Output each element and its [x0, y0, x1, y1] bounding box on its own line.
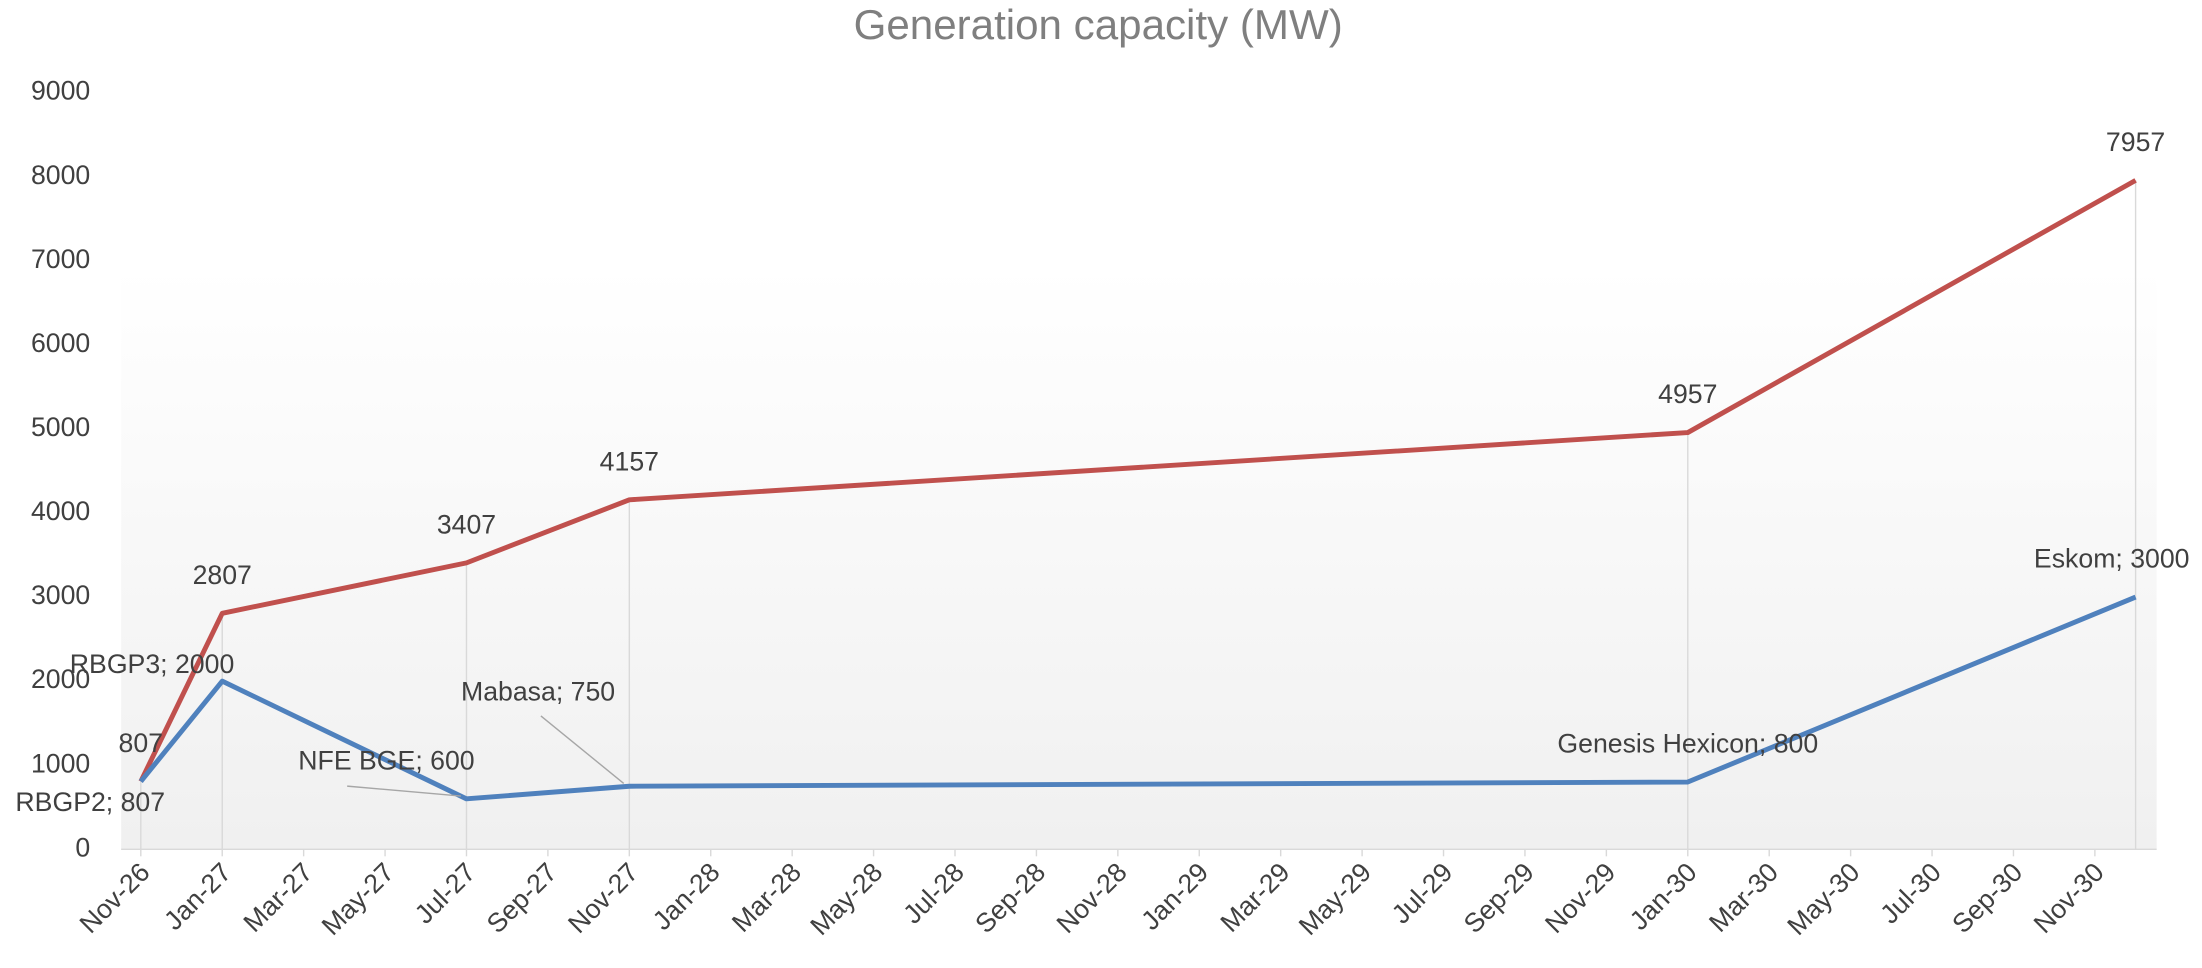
- x-tick-label: Jan-28: [647, 857, 726, 936]
- data-label: 4957: [1658, 379, 1717, 409]
- leader-line: [540, 715, 625, 784]
- data-label: RBGP3; 2000: [70, 649, 234, 679]
- data-label: 3407: [437, 509, 496, 539]
- x-tick-label: Sep-30: [1946, 857, 2028, 939]
- chart-title: Generation capacity (MW): [854, 1, 1343, 48]
- x-tick-label: Nov-27: [562, 857, 644, 939]
- y-tick-label: 7000: [31, 244, 90, 274]
- x-tick-label: Nov-30: [2028, 857, 2110, 939]
- x-tick-label: Jan-27: [158, 857, 237, 936]
- x-tick-label: May-27: [316, 857, 400, 941]
- x-tick-label: Sep-28: [969, 857, 1051, 939]
- x-tick-label: Mar-27: [238, 857, 319, 938]
- series-line: [138, 594, 2137, 802]
- data-label: Eskom; 3000: [2034, 544, 2190, 574]
- leader-line: [347, 785, 461, 797]
- x-tick-label: Jul-28: [897, 857, 970, 930]
- x-tick-label: Jan-30: [1624, 857, 1703, 936]
- data-label: RBGP2; 807: [15, 787, 165, 817]
- x-tick-label: May-30: [1781, 857, 1865, 941]
- data-label: Genesis Hexicon; 800: [1557, 729, 1818, 759]
- y-tick-label: 9000: [31, 76, 90, 106]
- y-tick-label: 5000: [31, 412, 90, 442]
- y-tick-label: 6000: [31, 328, 90, 358]
- x-tick-label: Mar-30: [1703, 857, 1784, 938]
- y-tick-label: 2000: [31, 664, 90, 694]
- y-tick-label: 3000: [31, 580, 90, 610]
- x-tick-label: Nov-29: [1539, 857, 1621, 939]
- x-tick-label: Jul-27: [409, 857, 482, 930]
- x-tick-label: Jul-29: [1386, 857, 1459, 930]
- x-tick-label: Nov-28: [1051, 857, 1133, 939]
- x-tick-label: May-29: [1293, 857, 1377, 941]
- data-label: NFE BGE; 600: [298, 745, 474, 775]
- y-tick-label: 4000: [31, 496, 90, 526]
- data-label: 807: [119, 728, 163, 758]
- x-tick-label: Jan-29: [1135, 857, 1214, 936]
- x-tick-label: Sep-29: [1458, 857, 1540, 939]
- y-tick-label: 0: [75, 832, 90, 862]
- y-tick-label: 8000: [31, 160, 90, 190]
- x-tick-label: Sep-27: [481, 857, 563, 939]
- x-tick-label: Mar-28: [726, 857, 807, 938]
- data-label: 2807: [193, 560, 252, 590]
- data-label: Mabasa; 750: [461, 677, 615, 707]
- x-tick-label: Jul-30: [1874, 857, 1947, 930]
- series-line: [138, 178, 2137, 783]
- data-label: 7957: [2106, 127, 2165, 157]
- x-tick-label: Nov-26: [74, 857, 156, 939]
- data-label: 4157: [600, 446, 659, 476]
- y-tick-label: 1000: [31, 748, 90, 778]
- x-tick-label: Mar-29: [1215, 857, 1296, 938]
- plot-background: [121, 266, 2157, 850]
- x-tick-label: May-28: [804, 857, 888, 941]
